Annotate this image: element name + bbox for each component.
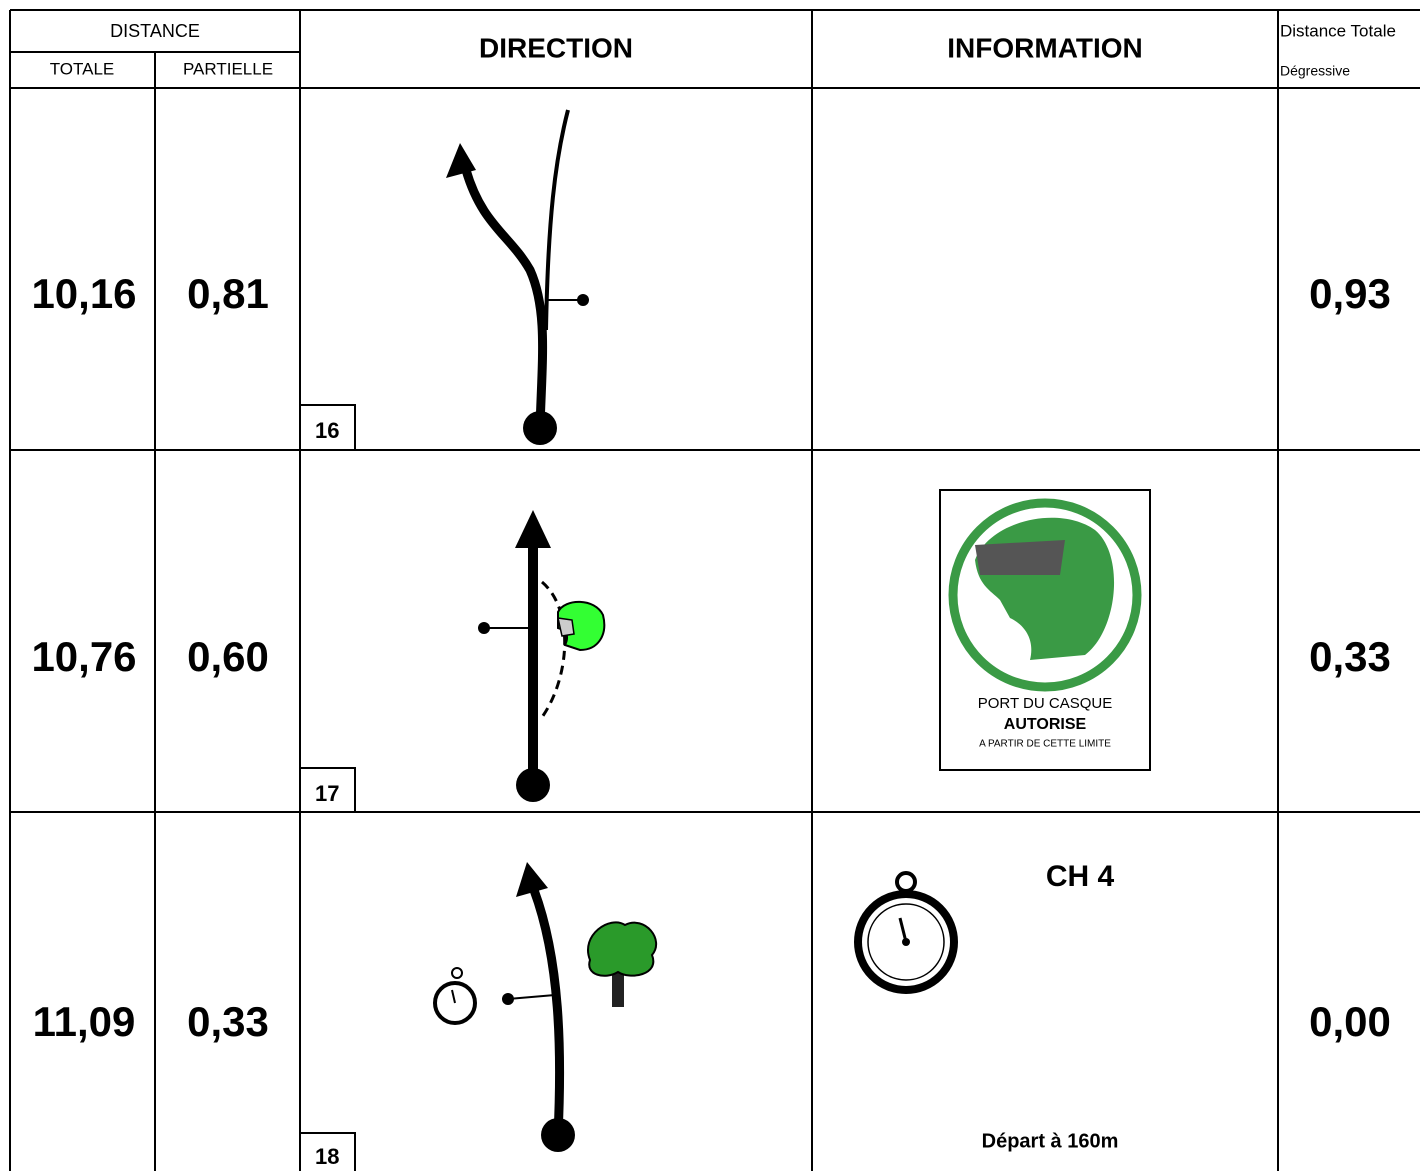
- header-totale: TOTALE: [50, 59, 115, 78]
- sign-text: PORT DU CASQUE: [978, 695, 1112, 712]
- partial-distance: 0,60: [187, 633, 269, 680]
- header-information: INFORMATION: [947, 32, 1142, 63]
- header-partielle: PARTIELLE: [183, 59, 273, 78]
- header-remaining: Distance Totale: [1280, 21, 1396, 40]
- step-number: 18: [315, 1144, 339, 1169]
- helmet-sign: [939, 489, 1151, 771]
- remaining-distance: 0,00: [1309, 998, 1391, 1045]
- remaining-distance: 0,93: [1309, 270, 1391, 317]
- direction-drawing: [478, 510, 606, 802]
- table-grid: [9, 9, 1420, 1171]
- info-title: CH 4: [1046, 860, 1115, 893]
- remaining-distance: 0,33: [1309, 633, 1391, 680]
- partial-distance: 0,81: [187, 270, 269, 317]
- sign-text: AUTORISE: [1004, 716, 1087, 733]
- header-distance: DISTANCE: [110, 21, 200, 41]
- direction-drawing: [433, 862, 658, 1152]
- info-note: Départ à 160m: [982, 1130, 1119, 1152]
- header-remaining: Dégressive: [1280, 63, 1350, 79]
- direction-drawing: [446, 109, 589, 445]
- total-distance: 10,76: [31, 633, 136, 680]
- stopwatch-icon: [854, 871, 958, 994]
- total-distance: 10,16: [31, 270, 136, 317]
- sign-text: A PARTIR DE CETTE LIMITE: [979, 739, 1111, 750]
- header-direction: DIRECTION: [479, 32, 633, 63]
- partial-distance: 0,33: [187, 998, 269, 1045]
- step-number: 16: [315, 418, 339, 443]
- total-distance: 11,09: [33, 998, 136, 1045]
- step-number: 17: [315, 781, 339, 806]
